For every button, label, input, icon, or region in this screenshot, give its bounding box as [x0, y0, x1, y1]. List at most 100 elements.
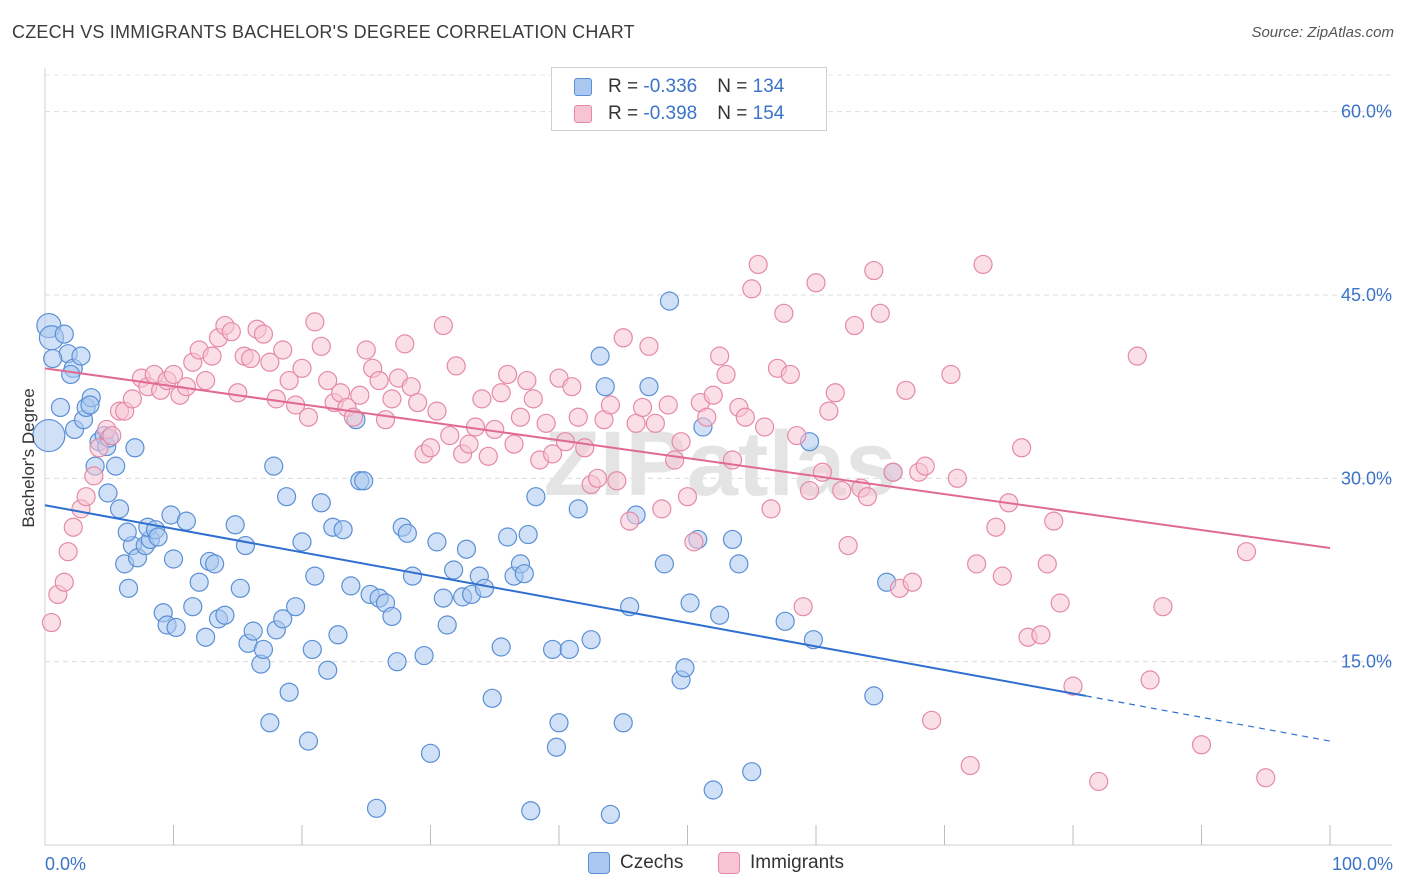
czechs-point	[318, 660, 338, 680]
czechs-point	[205, 554, 225, 574]
immigrants-point	[902, 572, 922, 592]
czechs-point	[117, 522, 137, 542]
czechs-point	[292, 532, 312, 552]
immigrants-point	[163, 364, 184, 385]
czechs-point	[722, 529, 743, 550]
czechs-point	[710, 605, 730, 625]
immigrants-point	[896, 380, 916, 400]
immigrants-point	[408, 392, 428, 413]
immigrants-point	[774, 303, 794, 323]
legend-swatch-czechs	[574, 78, 592, 96]
czechs-point	[397, 523, 417, 543]
immigrants-point	[420, 438, 441, 458]
immigrants-point	[318, 370, 338, 391]
czechs-point	[387, 652, 407, 672]
czechs-point	[414, 645, 434, 666]
immigrants-point	[472, 389, 492, 409]
immigrants-point	[350, 385, 370, 405]
immigrants-point	[279, 370, 299, 391]
czechs-point	[590, 346, 610, 366]
czechs-point	[729, 554, 749, 574]
immigrants-point	[832, 480, 852, 501]
czechs-point	[675, 658, 695, 678]
immigrants-point	[684, 532, 704, 552]
czechs-point	[444, 560, 464, 580]
immigrants-point	[369, 370, 389, 391]
legend-swatch-immigrants	[574, 105, 592, 123]
czechs-point	[482, 688, 502, 708]
czechs-point	[50, 397, 71, 418]
czechs-point	[864, 686, 884, 706]
immigrants-point	[864, 260, 884, 281]
legend-n-label: N =	[717, 103, 753, 124]
series-legend-czechs: Czechs	[588, 852, 683, 874]
immigrants-point	[241, 348, 261, 369]
immigrants-point	[754, 417, 775, 437]
czechs-point	[196, 627, 216, 647]
immigrants-point	[645, 413, 665, 433]
immigrants-point	[498, 364, 518, 385]
immigrants-point	[825, 383, 845, 403]
y-axis-label: Bachelor's Degree	[19, 388, 38, 527]
immigrants-point	[311, 336, 331, 356]
czechs-point	[98, 483, 118, 503]
czechs-point	[549, 713, 569, 733]
immigrants-point	[63, 517, 83, 537]
czechs-point	[402, 566, 423, 586]
immigrants-point	[587, 468, 608, 488]
czechs-point	[118, 578, 139, 598]
czechs-point	[163, 549, 184, 569]
immigrants-point	[1089, 771, 1109, 792]
czechs-point	[600, 804, 621, 825]
immigrants-point	[960, 755, 980, 776]
immigrants-point	[799, 480, 820, 501]
immigrants-point	[568, 407, 588, 427]
immigrants-point	[491, 383, 511, 403]
immigrants-point	[1031, 625, 1051, 645]
legend-r-value-czechs: -0.336	[643, 76, 698, 97]
immigrants-point	[973, 254, 993, 275]
czechs-point	[302, 639, 322, 660]
czechs-point	[243, 621, 263, 641]
immigrants-point	[922, 710, 942, 730]
immigrants-point	[523, 389, 543, 409]
czechs-point	[526, 487, 546, 507]
immigrants-point	[742, 279, 762, 299]
immigrants-point	[780, 364, 800, 385]
immigrants-point	[575, 438, 595, 458]
czechs-trend-extension	[1085, 695, 1331, 742]
legend-row-czechs: R = -0.336 N = 134	[574, 75, 784, 99]
czechs-point	[225, 515, 245, 535]
czechs-point	[183, 597, 203, 617]
immigrants-point	[632, 397, 653, 418]
immigrants-point	[292, 358, 312, 378]
czechs-point	[559, 639, 579, 660]
czechs-point	[260, 713, 280, 733]
immigrants-point	[607, 471, 627, 491]
immigrants-point	[710, 346, 730, 366]
immigrants-point	[196, 370, 216, 391]
immigrants-point	[1037, 554, 1057, 574]
czechs-point	[703, 780, 723, 800]
immigrants-point	[395, 334, 415, 354]
immigrants-point	[510, 407, 531, 427]
czechs-point	[215, 605, 235, 625]
czechs-point	[333, 520, 353, 540]
immigrants-point	[665, 450, 685, 470]
czechs-point	[235, 535, 256, 556]
immigrants-point	[703, 385, 723, 405]
czechs-point	[109, 499, 130, 519]
czechs-point	[491, 637, 511, 657]
czechs-point	[32, 418, 66, 453]
czechs-point	[71, 346, 91, 366]
czechs-point	[382, 606, 402, 627]
immigrants-point	[562, 377, 582, 397]
czechs-point	[305, 566, 325, 586]
czechs-point	[775, 611, 795, 631]
immigrants-point	[221, 322, 241, 342]
czechs-point	[456, 539, 477, 559]
czechs-point	[176, 511, 196, 531]
immigrants-point	[1256, 768, 1276, 788]
series-name-immigrants: Immigrants	[750, 852, 844, 873]
legend-r-label: R =	[608, 76, 644, 97]
